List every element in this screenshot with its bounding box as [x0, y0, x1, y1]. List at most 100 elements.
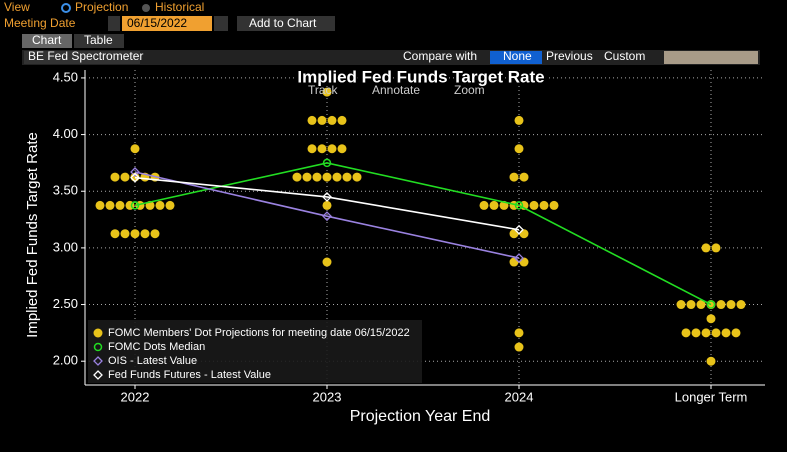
dot — [489, 200, 499, 210]
x-tick-label: 2022 — [121, 389, 150, 404]
dot — [509, 229, 519, 239]
dot — [676, 300, 686, 310]
legend-marker — [93, 370, 103, 380]
color-field[interactable] — [664, 51, 758, 64]
legend-label: Fed Funds Futures - Latest Value — [108, 369, 271, 381]
dot — [519, 229, 529, 239]
dot — [165, 200, 175, 210]
y-axis-label: Implied Fed Funds Target Rate — [24, 132, 41, 338]
add-to-chart-text[interactable]: Add to Chart — [249, 16, 317, 30]
dot — [681, 328, 691, 338]
table-tab[interactable] — [74, 34, 124, 48]
dot — [706, 314, 716, 324]
legend-label: OIS - Latest Value — [108, 355, 197, 367]
legend-box — [88, 320, 422, 383]
dot — [322, 257, 332, 267]
dot — [519, 172, 529, 182]
chart-title: Implied Fed Funds Target Rate — [297, 67, 544, 86]
dot — [120, 172, 130, 182]
dot — [115, 200, 125, 210]
dot — [95, 200, 105, 210]
point-marker — [130, 201, 140, 210]
date-value[interactable]: 06/15/2022 — [127, 16, 187, 30]
dot — [514, 342, 524, 352]
y-tick-label: 2.50 — [53, 296, 78, 311]
dot — [322, 172, 332, 182]
x-axis-label: Projection Year End — [350, 408, 491, 425]
custom-text[interactable]: Custom — [604, 49, 645, 63]
prev-button[interactable] — [108, 16, 120, 31]
point-marker — [706, 300, 716, 309]
dot — [352, 172, 362, 182]
chart-tab[interactable] — [22, 34, 72, 48]
y-tick-label: 4.50 — [53, 69, 78, 84]
table-tab-text[interactable]: Table — [84, 33, 113, 47]
legend-marker — [93, 356, 103, 366]
meeting-date-label: Meeting Date — [4, 16, 76, 30]
date-field[interactable] — [122, 16, 212, 31]
historical-option[interactable]: Historical — [155, 0, 204, 14]
dot — [514, 144, 524, 154]
dot — [514, 115, 524, 125]
dot — [716, 300, 726, 310]
dot — [711, 243, 721, 253]
dot — [736, 300, 746, 310]
series-line — [134, 176, 520, 231]
dot — [711, 328, 721, 338]
dot — [514, 328, 524, 338]
dot — [479, 200, 489, 210]
spectrometer-field[interactable] — [24, 51, 140, 64]
y-tick-label: 2.00 — [53, 353, 78, 368]
annotate-tool[interactable]: Annotate — [372, 83, 420, 97]
projection-option[interactable]: Projection — [75, 0, 128, 14]
spectrometer-text[interactable]: BE Fed Spectrometer — [28, 49, 143, 63]
previous-text[interactable]: Previous — [546, 49, 593, 63]
dot — [701, 328, 711, 338]
dot — [691, 328, 701, 338]
dot — [317, 144, 327, 154]
dot — [337, 115, 347, 125]
legend-marker — [93, 342, 103, 352]
chart-tab-text[interactable]: Chart — [32, 33, 62, 47]
dot — [317, 115, 327, 125]
dot — [110, 229, 120, 239]
point-marker — [514, 224, 524, 235]
legend: FOMC Members' Dot Projections for meetin… — [88, 320, 422, 383]
zoom-tool[interactable]: Zoom — [454, 83, 485, 97]
legend-label: FOMC Members' Dot Projections for meetin… — [108, 327, 410, 339]
point-marker — [322, 211, 332, 222]
radio-projection[interactable] — [61, 3, 71, 13]
dot — [292, 172, 302, 182]
x-tick-label: 2024 — [505, 389, 534, 404]
dot — [130, 229, 140, 239]
dot — [155, 200, 165, 210]
dot — [337, 144, 347, 154]
none-text[interactable]: None — [503, 49, 532, 63]
dot — [686, 300, 696, 310]
dot — [312, 172, 322, 182]
add-to-chart-button[interactable] — [237, 16, 335, 31]
next-button[interactable] — [214, 16, 228, 31]
dot — [696, 300, 706, 310]
dot — [519, 257, 529, 267]
track-tool[interactable]: Track — [308, 83, 339, 97]
dot — [327, 115, 337, 125]
dot — [731, 328, 741, 338]
compare-label: Compare with — [403, 49, 477, 63]
legend-marker — [93, 328, 103, 338]
point-marker — [514, 201, 524, 210]
dot — [721, 328, 731, 338]
dot — [701, 243, 711, 253]
none-button[interactable] — [490, 51, 542, 64]
legend-label: FOMC Dots Median — [108, 341, 205, 353]
point-marker — [514, 253, 524, 264]
dot — [706, 356, 716, 366]
point-marker — [130, 172, 140, 183]
dot — [322, 87, 332, 97]
dot — [110, 172, 120, 182]
point-marker — [322, 158, 332, 168]
dot — [549, 200, 559, 210]
radio-historical[interactable] — [142, 4, 150, 12]
x-tick-label: 2023 — [313, 389, 342, 404]
dot — [529, 200, 539, 210]
